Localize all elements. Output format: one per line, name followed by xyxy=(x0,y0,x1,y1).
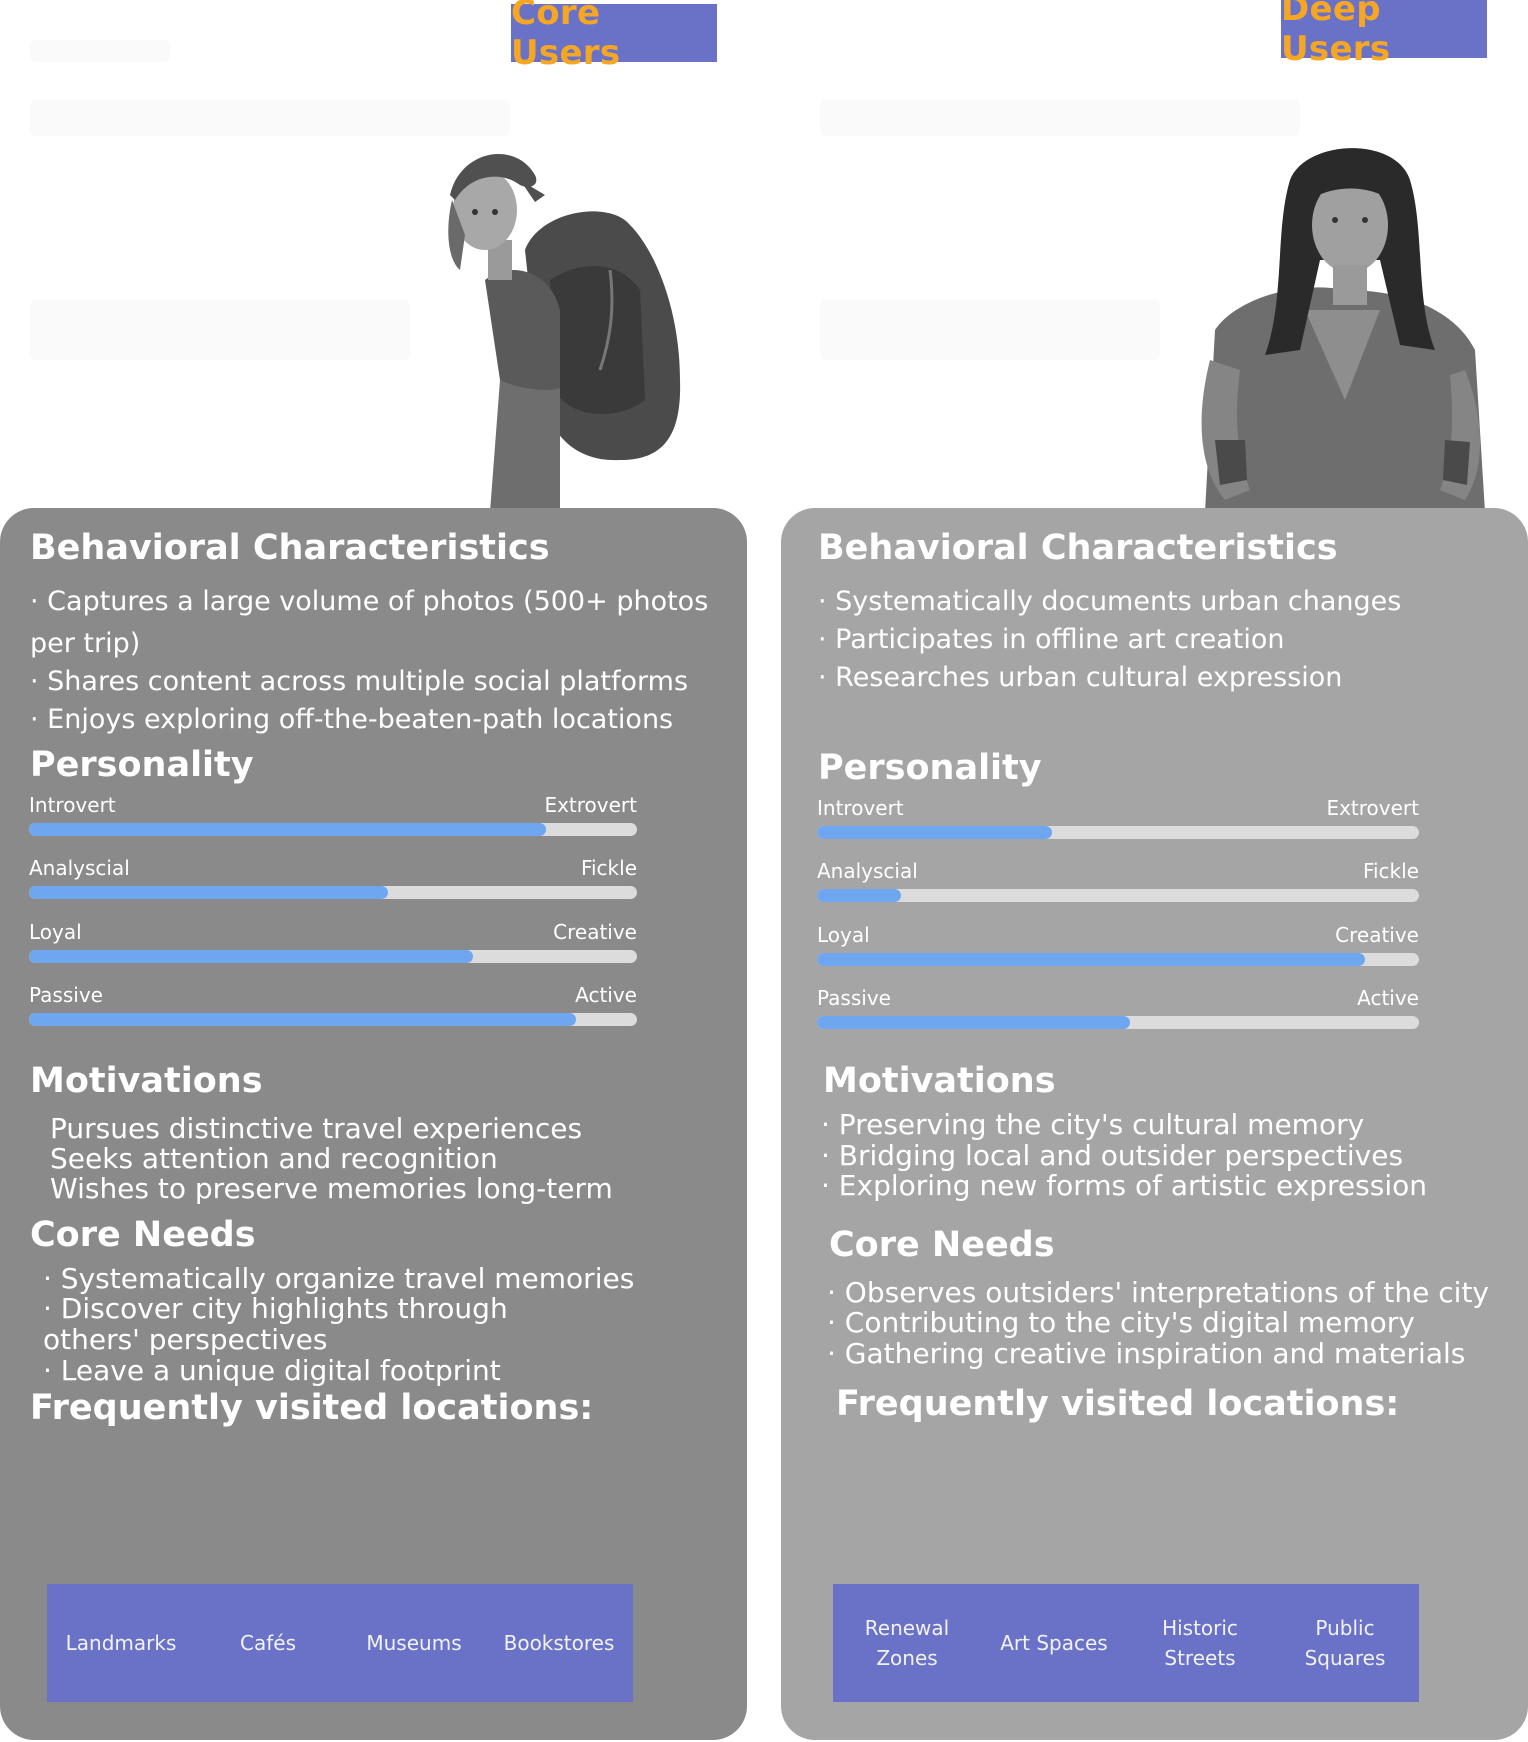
core-needs-title: Core Needs xyxy=(829,1225,1055,1265)
slider-fill xyxy=(817,953,1365,966)
deep-users-tag: Deep Users xyxy=(1281,0,1487,69)
background-ghost-text xyxy=(820,300,1160,360)
need-item: · Systematically organize travel memorie… xyxy=(43,1262,635,1295)
location-chip-bookstores[interactable]: Bookstores xyxy=(485,1584,633,1702)
slider-track xyxy=(817,889,1419,902)
slider-fill xyxy=(817,826,1052,839)
background-ghost-text xyxy=(30,40,170,62)
behavioral-title: Behavioral Characteristics xyxy=(818,528,1338,568)
slider-right-label: Creative xyxy=(553,920,637,944)
behavior-item: · Participates in offline art creation xyxy=(818,624,1285,655)
location-chip-renewal-zones[interactable]: Renewal Zones xyxy=(833,1584,981,1702)
slider-fill xyxy=(29,886,388,899)
motivation-item: Pursues distinctive travel experiences xyxy=(50,1112,583,1145)
core-users-tag: Core Users xyxy=(511,0,717,73)
slider-fill xyxy=(817,1016,1131,1029)
location-chip-historic-streets[interactable]: Historic Streets xyxy=(1126,1584,1274,1702)
behavior-item: · Captures a large volume of photos (500… xyxy=(30,586,709,659)
core-needs-title: Core Needs xyxy=(30,1215,256,1255)
slider-right-label: Fickle xyxy=(1362,859,1419,883)
slider-fill xyxy=(817,889,902,902)
behavior-item: · Researches urban cultural expression xyxy=(818,662,1343,693)
slider-left-label: Introvert xyxy=(29,793,116,817)
behavioral-title: Behavioral Characteristics xyxy=(30,528,550,568)
behavior-item: · Enjoys exploring off-the-beaten-path l… xyxy=(30,704,674,735)
behavior-item: · Shares content across multiple social … xyxy=(30,666,689,697)
slider-left-label: Introvert xyxy=(817,796,904,820)
slider-right-label: Extrovert xyxy=(544,793,637,817)
motivation-item: · Preserving the city's cultural memory xyxy=(821,1108,1365,1141)
slider-track xyxy=(817,953,1419,966)
slider-track xyxy=(29,1013,637,1026)
background-ghost-text xyxy=(820,100,1300,136)
background-ghost-text xyxy=(30,100,510,136)
motivations-title: Motivations xyxy=(823,1061,1056,1101)
location-chip-public-squares[interactable]: Public Squares xyxy=(1271,1584,1419,1702)
slider-track xyxy=(817,1016,1419,1029)
behavior-item: · Systematically documents urban changes xyxy=(818,586,1402,617)
personality-title: Personality xyxy=(818,748,1042,788)
need-item: · Gathering creative inspiration and mat… xyxy=(827,1337,1466,1370)
need-item: · Discover city highlights through other… xyxy=(43,1292,508,1356)
slider-left-label: Analyscial xyxy=(29,856,130,880)
slider-right-label: Active xyxy=(1357,986,1419,1010)
location-chip-museums[interactable]: Museums xyxy=(340,1584,488,1702)
locations-title: Frequently visited locations: xyxy=(30,1388,594,1428)
location-chip-landmarks[interactable]: Landmarks xyxy=(47,1584,195,1702)
need-item: · Leave a unique digital footprint xyxy=(43,1354,501,1387)
location-chip-cafes[interactable]: Cafés xyxy=(194,1584,342,1702)
motivation-item: Wishes to preserve memories long-term xyxy=(50,1172,613,1205)
slider-left-label: Loyal xyxy=(817,923,870,947)
need-item: · Observes outsiders' interpretations of… xyxy=(827,1276,1490,1309)
personality-title: Personality xyxy=(30,745,254,785)
location-chip-art-spaces[interactable]: Art Spaces xyxy=(980,1584,1128,1702)
slider-fill xyxy=(29,823,546,836)
slider-track xyxy=(29,823,637,836)
locations-title: Frequently visited locations: xyxy=(836,1384,1400,1424)
motivations-title: Motivations xyxy=(30,1061,263,1101)
motivation-item: Seeks attention and recognition xyxy=(50,1142,498,1175)
slider-track xyxy=(817,826,1419,839)
slider-fill xyxy=(29,1013,577,1026)
slider-right-label: Creative xyxy=(1335,923,1419,947)
core-users-card: Behavioral Characteristics · Captures a … xyxy=(0,508,747,1740)
slider-left-label: Analyscial xyxy=(817,859,918,883)
motivation-item: · Exploring new forms of artistic expres… xyxy=(821,1169,1427,1202)
slider-left-label: Loyal xyxy=(29,920,82,944)
background-ghost-text xyxy=(30,300,410,360)
deep-users-card: Behavioral Characteristics · Systematica… xyxy=(781,508,1528,1740)
slider-track xyxy=(29,950,637,963)
backpacker-portrait-image xyxy=(448,153,681,512)
slider-right-label: Extrovert xyxy=(1326,796,1419,820)
need-item: · Contributing to the city's digital mem… xyxy=(827,1306,1415,1339)
slider-fill xyxy=(29,950,473,963)
long-haired-man-portrait-image xyxy=(1201,148,1485,512)
slider-left-label: Passive xyxy=(29,983,103,1007)
motivation-item: · Bridging local and outsider perspectiv… xyxy=(821,1139,1404,1172)
slider-right-label: Fickle xyxy=(580,856,637,880)
slider-track xyxy=(29,886,637,899)
slider-right-label: Active xyxy=(575,983,637,1007)
slider-left-label: Passive xyxy=(817,986,891,1010)
